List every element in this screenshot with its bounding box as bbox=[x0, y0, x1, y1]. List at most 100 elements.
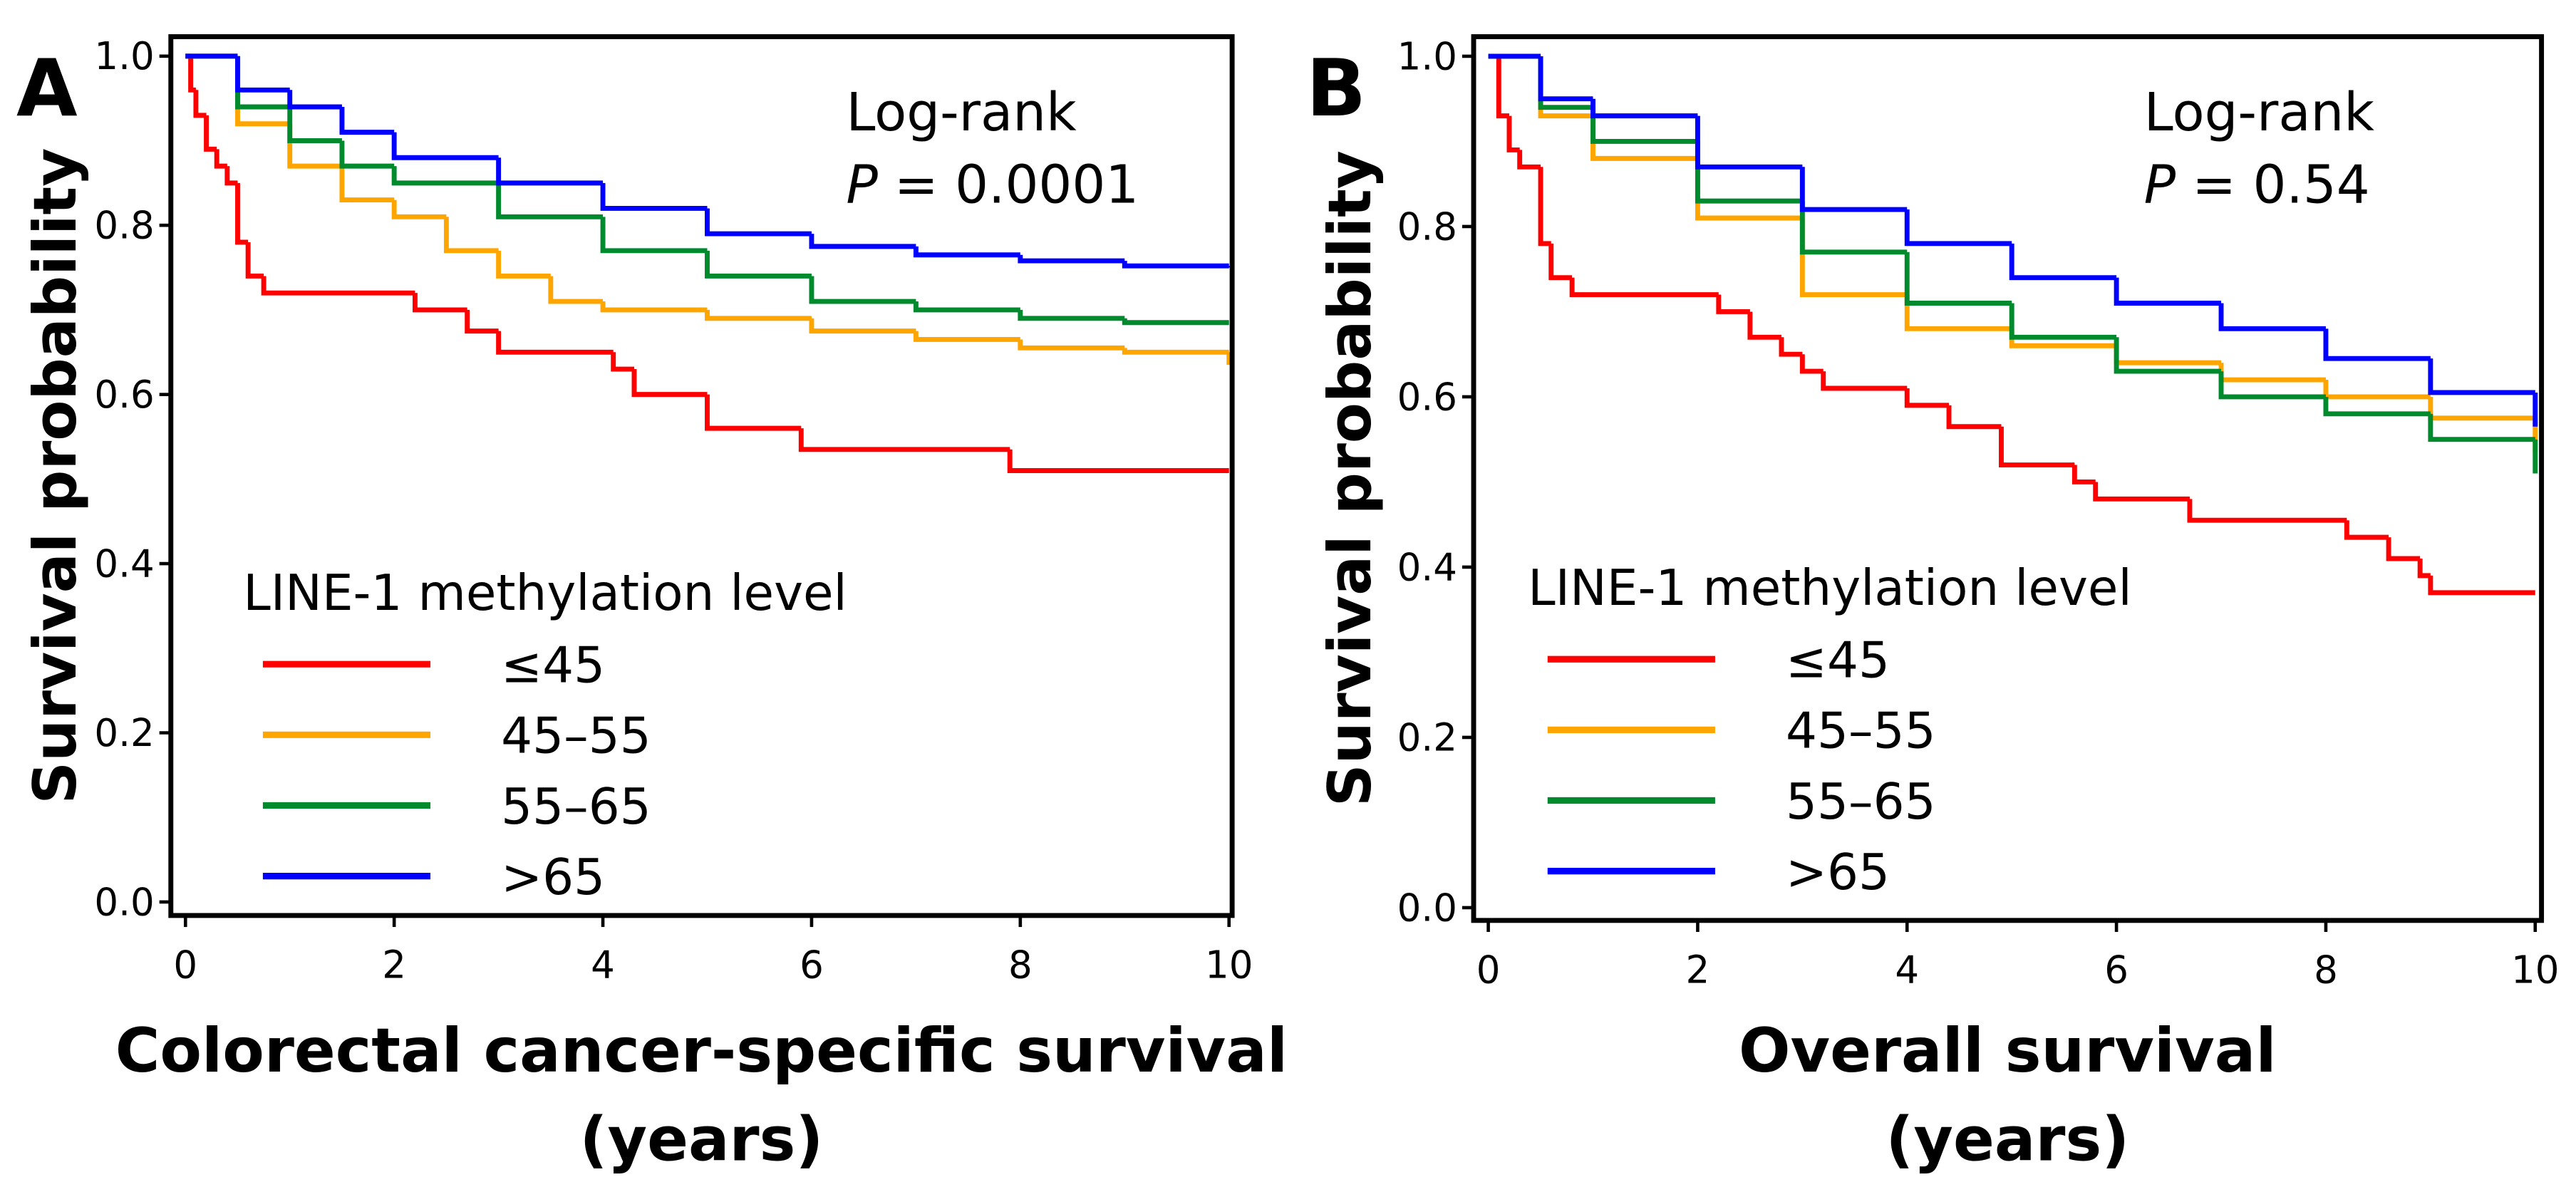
km-step bbox=[1122, 318, 1229, 326]
x-axis-title: Overall survival bbox=[1739, 1016, 2277, 1087]
km-step bbox=[1695, 141, 1803, 204]
km-step bbox=[1506, 115, 1520, 152]
km-step bbox=[809, 234, 916, 249]
km-step bbox=[235, 182, 249, 245]
x-tick-label: 8 bbox=[2314, 948, 2338, 992]
stat-test: Log-rank bbox=[846, 83, 1077, 143]
km-step bbox=[809, 276, 916, 304]
x-tick-label: 8 bbox=[1008, 943, 1033, 988]
km-step bbox=[204, 115, 217, 152]
legend-label: 45–55 bbox=[501, 708, 651, 765]
legend-label: >65 bbox=[501, 849, 605, 906]
km-step bbox=[287, 107, 342, 143]
y-tick-label: 1.0 bbox=[1397, 34, 1457, 78]
x-tick-label: 4 bbox=[591, 943, 615, 988]
x-axis-title: (years) bbox=[580, 1104, 824, 1175]
km-step bbox=[214, 149, 227, 169]
y-tick-label: 0.2 bbox=[1397, 715, 1457, 760]
km-step bbox=[2417, 558, 2431, 579]
y-tick-label: 0.4 bbox=[1397, 545, 1457, 589]
x-tick-label: 0 bbox=[173, 943, 197, 988]
km-step bbox=[1799, 201, 1908, 255]
km-step bbox=[1747, 311, 1781, 340]
km-step bbox=[1799, 218, 1908, 298]
km-step bbox=[245, 242, 264, 279]
km-step bbox=[1007, 449, 1229, 473]
y-axis-title: Survival probability bbox=[1315, 150, 1385, 807]
legend-label: 55–65 bbox=[1786, 774, 1936, 831]
km-step bbox=[2323, 396, 2431, 417]
legend-label: >65 bbox=[1786, 844, 1890, 901]
y-tick-label: 0.0 bbox=[94, 880, 154, 924]
km-step bbox=[496, 250, 551, 279]
km-step bbox=[600, 182, 708, 211]
km-step bbox=[1904, 209, 2012, 247]
km-step bbox=[235, 56, 290, 93]
x-axis-title: (years) bbox=[1886, 1104, 2129, 1175]
x-tick-label: 2 bbox=[1686, 948, 1710, 992]
km-step bbox=[496, 157, 604, 186]
km-step bbox=[1904, 294, 2012, 331]
km-step bbox=[2114, 277, 2222, 306]
km-step bbox=[600, 301, 708, 313]
km-step bbox=[913, 331, 1020, 342]
stat-test: Log-rank bbox=[2144, 83, 2375, 143]
km-step bbox=[705, 309, 812, 321]
km-step bbox=[1496, 56, 1509, 119]
km-step bbox=[1590, 107, 1698, 144]
p-number: = 0.0001 bbox=[894, 155, 1139, 215]
km-step bbox=[2428, 413, 2535, 442]
km-step bbox=[391, 199, 447, 219]
panel-label: A bbox=[16, 43, 78, 135]
km-step bbox=[2071, 465, 2096, 484]
plot-frame bbox=[1471, 34, 2545, 923]
km-step bbox=[2428, 575, 2535, 596]
legend-title: LINE-1 methylation level bbox=[243, 565, 847, 622]
km-step bbox=[261, 276, 415, 296]
km-step bbox=[188, 56, 196, 93]
km-step bbox=[2218, 303, 2326, 331]
legend-label: 55–65 bbox=[501, 779, 651, 836]
km-step bbox=[1122, 348, 1229, 355]
km-step bbox=[2009, 243, 2117, 281]
km-step bbox=[1904, 252, 2012, 306]
plot-frame bbox=[168, 34, 1235, 918]
km-step bbox=[1548, 243, 1573, 281]
legend-label: 45–55 bbox=[1786, 703, 1936, 760]
x-tick-label: 4 bbox=[1895, 948, 1919, 992]
km-step bbox=[2344, 520, 2389, 540]
km-step bbox=[631, 369, 708, 398]
km-step bbox=[600, 217, 708, 254]
x-tick-label: 6 bbox=[800, 943, 824, 988]
p-number: = 0.54 bbox=[2192, 155, 2370, 215]
km-step bbox=[2386, 537, 2421, 561]
km-step bbox=[339, 166, 395, 203]
km-step bbox=[913, 301, 1020, 313]
km-step bbox=[2323, 328, 2431, 361]
km-step bbox=[2218, 363, 2326, 383]
km-step bbox=[1799, 354, 1824, 374]
km-step bbox=[705, 208, 812, 237]
km-step bbox=[1590, 98, 1698, 119]
legend-title: LINE-1 methylation level bbox=[1528, 560, 2132, 617]
y-tick-label: 0.8 bbox=[1397, 204, 1457, 249]
km-step bbox=[2114, 346, 2222, 366]
km-step bbox=[1716, 294, 1750, 314]
km-step bbox=[1517, 150, 1541, 170]
km-step bbox=[496, 331, 614, 355]
p-value: P = 0.54 bbox=[2144, 155, 2370, 215]
y-tick-label: 0.8 bbox=[94, 204, 154, 248]
km-step bbox=[287, 123, 342, 169]
panel-label: B bbox=[1306, 43, 1366, 135]
km-step bbox=[1018, 309, 1125, 321]
km-step bbox=[1904, 388, 1950, 408]
km-step bbox=[1569, 277, 1719, 298]
km-step bbox=[391, 166, 499, 186]
km-step bbox=[1122, 261, 1229, 269]
km-step bbox=[443, 217, 499, 254]
km-step bbox=[224, 166, 238, 186]
km-step bbox=[1538, 167, 1551, 247]
km-step bbox=[1538, 56, 1593, 102]
x-axis-title: Colorectal cancer-specific survival bbox=[115, 1016, 1288, 1087]
p-value: P = 0.0001 bbox=[846, 155, 1139, 215]
